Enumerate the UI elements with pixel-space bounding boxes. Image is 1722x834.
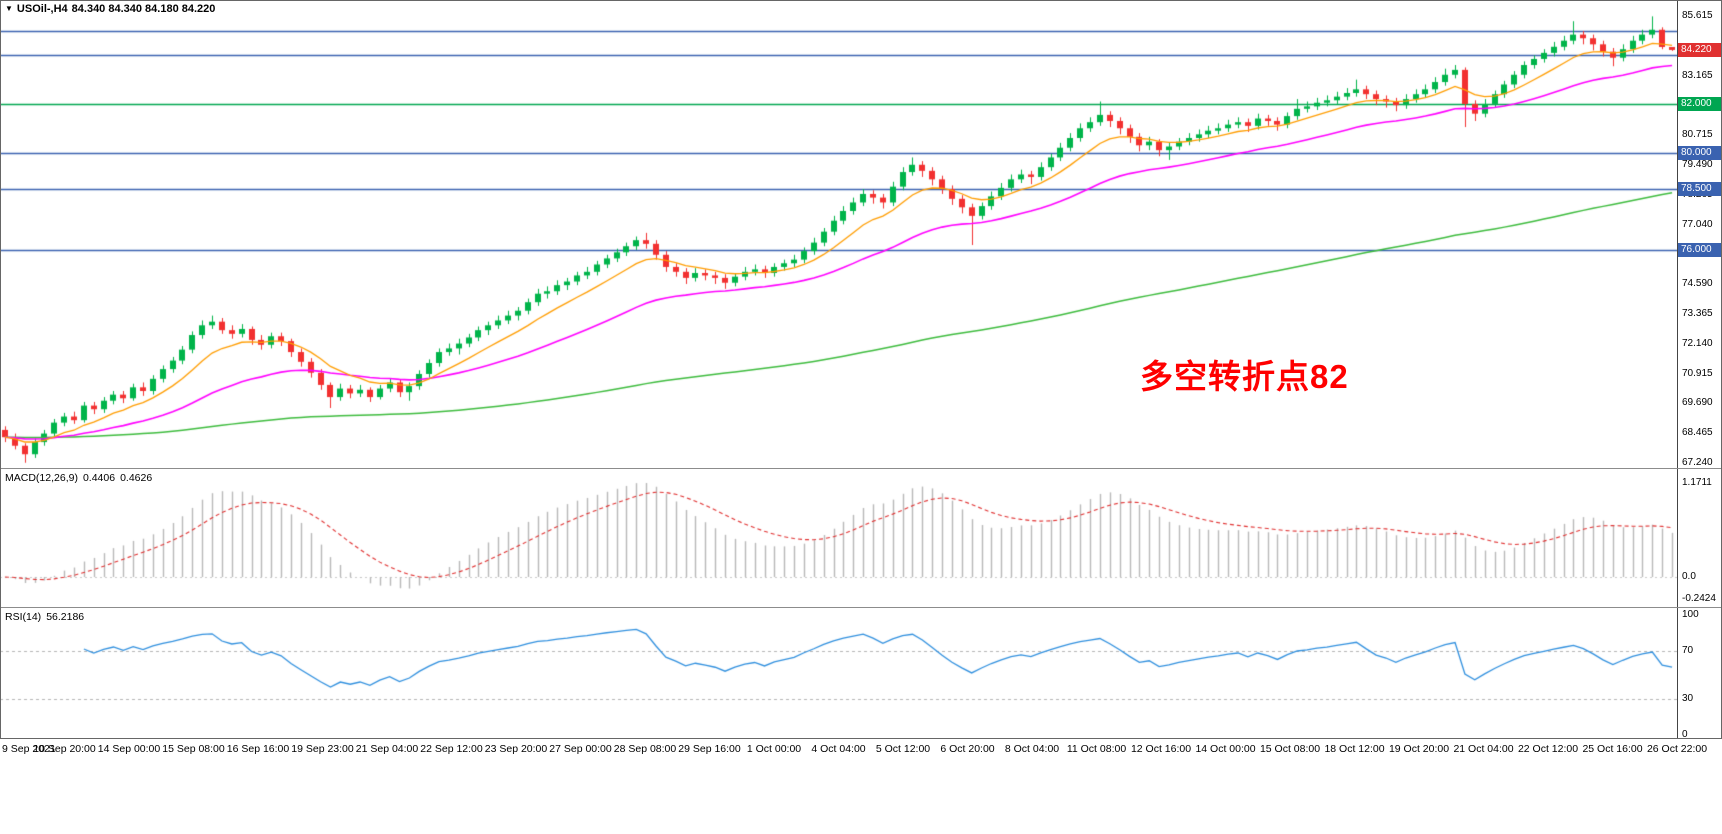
time-axis-label: 6 Oct 20:00 (940, 743, 995, 755)
time-axis-label: 14 Oct 00:00 (1195, 743, 1256, 755)
rsi-pane-canvas[interactable] (0, 609, 1677, 738)
macd-tick-label: -0.2424 (1682, 593, 1716, 604)
price-tick-label: 68.465 (1682, 427, 1713, 439)
price-tick-label: 83.165 (1682, 69, 1713, 81)
macd-signal-value: 0.4626 (120, 472, 153, 484)
price-tick-label: 74.590 (1682, 278, 1713, 290)
rsi-tick-label: 70 (1682, 645, 1694, 656)
rsi-tick-label: 30 (1682, 693, 1694, 704)
time-axis-label: 10 Sep 20:00 (33, 743, 96, 755)
pane-separator-rsi[interactable] (0, 607, 1722, 608)
time-axis-label: 26 Oct 22:00 (1646, 743, 1708, 755)
ohlc-values: 84.340 84.340 84.180 84.220 (71, 3, 216, 15)
price-tick-label: 73.365 (1682, 308, 1713, 319)
time-axis-label: 27 Sep 00:00 (549, 743, 612, 755)
price-tick-label: 80.715 (1682, 129, 1713, 141)
current-price-tag: 84.220 (1678, 42, 1722, 57)
time-axis-label: 15 Sep 08:00 (162, 743, 225, 755)
macd-indicator-label: MACD(12,26,9) 0.4406 0.4626 (5, 472, 157, 484)
price-chart-canvas[interactable] (0, 0, 1677, 468)
time-axis-label: 28 Sep 08:00 (613, 743, 677, 755)
time-axis-label: 5 Oct 12:00 (875, 743, 931, 755)
price-tick-label: 70.915 (1682, 367, 1713, 379)
macd-name: MACD(12,26,9) (5, 472, 78, 484)
time-axis-label: 19 Sep 23:00 (291, 743, 354, 755)
time-axis-label: 25 Oct 16:00 (1582, 743, 1643, 755)
time-axis-label: 21 Oct 04:00 (1453, 743, 1514, 755)
time-axis-label: 29 Sep 16:00 (678, 743, 741, 755)
hline-price-tag: 82.000 (1678, 96, 1722, 111)
time-axis-label: 22 Sep 12:00 (420, 743, 483, 755)
rsi-tick-label: 0 (1682, 729, 1688, 740)
price-tick-label: 67.240 (1682, 457, 1713, 468)
time-axis-label: 16 Sep 16:00 (226, 743, 290, 755)
pane-separator-macd[interactable] (0, 468, 1722, 469)
time-axis-label: 23 Sep 20:00 (484, 743, 548, 755)
macd-pane-canvas[interactable] (0, 470, 1677, 607)
time-axis-label: 22 Oct 12:00 (1517, 743, 1579, 755)
time-axis-label: 1 Oct 00:00 (746, 743, 802, 755)
rsi-indicator-label: RSI(14) 56.2186 (5, 611, 89, 623)
time-axis-label: 15 Oct 08:00 (1259, 743, 1321, 755)
price-tick-label: 72.140 (1682, 337, 1713, 349)
time-axis-label: 14 Sep 00:00 (97, 743, 161, 755)
time-axis-label: 4 Oct 04:00 (811, 743, 866, 755)
price-tick-label: 85.615 (1682, 10, 1713, 21)
time-axis-label: 11 Oct 08:00 (1066, 743, 1127, 755)
time-axis-label: 19 Oct 20:00 (1388, 743, 1450, 755)
time-axis-label: 9 Sep 2021 (2, 743, 56, 755)
hline-price-tag: 78.500 (1678, 182, 1722, 197)
price-tick-label: 79.490 (1682, 159, 1713, 170)
price-tick-label: 77.040 (1682, 218, 1713, 230)
price-axis[interactable]: 85.61583.16580.71579.49078.26577.04075.8… (1677, 0, 1722, 740)
price-tick-label: 69.690 (1682, 397, 1713, 409)
chart-text-annotation[interactable]: 多空转折点82 (1140, 358, 1349, 395)
macd-tick-label: 1.1711 (1682, 477, 1712, 488)
time-axis-label: 12 Oct 16:00 (1130, 743, 1192, 755)
time-axis-label: 8 Oct 04:00 (1004, 743, 1060, 755)
rsi-name: RSI(14) (5, 611, 42, 623)
time-axis[interactable]: 9 Sep 2021 10 Sep 20:00 14 Sep 00:00 15 Sep… (0, 741, 1722, 759)
macd-main-value: 0.4406 (82, 472, 116, 484)
hline-price-tag: 76.000 (1678, 242, 1722, 257)
time-axis-label: 18 Oct 12:00 (1324, 743, 1385, 755)
rsi-value: 56.2186 (46, 611, 85, 623)
hline-price-tag: 80.000 (1678, 145, 1722, 160)
symbol-label: USOil-,H4 (16, 3, 68, 15)
rsi-tick-label: 100 (1682, 609, 1699, 620)
chart-title: ▼ USOil-,H4 84.340 84.340 84.180 84.220 (5, 3, 219, 15)
time-axis-border (0, 738, 1722, 739)
macd-tick-label: 0.0 (1682, 571, 1696, 582)
time-axis-label: 21 Sep 04:00 (355, 743, 419, 755)
symbol-dropdown-icon[interactable]: ▼ (5, 4, 13, 13)
